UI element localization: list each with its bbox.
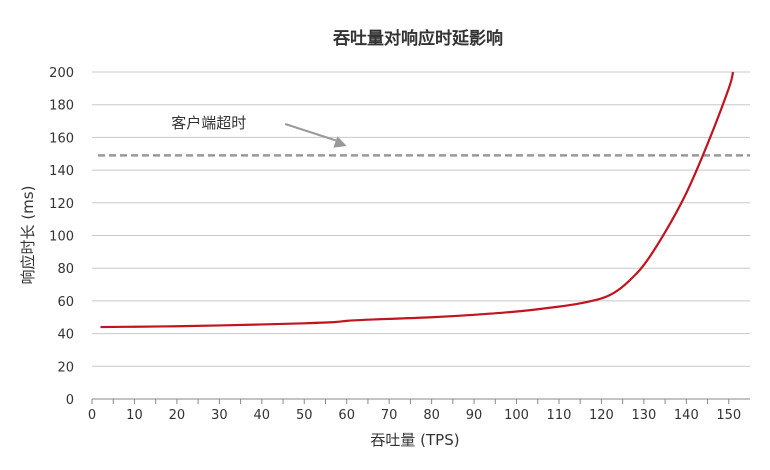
y-tick-label: 60 xyxy=(57,295,74,310)
threshold-label: 客户端超时 xyxy=(171,114,246,132)
x-tick-label: 80 xyxy=(423,408,440,423)
x-tick-label: 140 xyxy=(674,408,699,423)
y-tick-label: 100 xyxy=(49,230,74,245)
series xyxy=(100,71,735,329)
y-tick-label: 160 xyxy=(49,131,74,146)
annotation-arrow-head xyxy=(333,136,347,148)
x-tick-label: 100 xyxy=(504,408,529,423)
x-tick-label: 20 xyxy=(169,408,186,423)
x-axis-label: 吞吐量 (TPS) xyxy=(370,431,459,449)
x-tick-label: 110 xyxy=(547,408,572,423)
y-axis-label: 响应时长 (ms) xyxy=(19,186,37,285)
y-tick-label: 140 xyxy=(49,164,74,179)
x-tick-labels: 0 10 20 30 40 50 60 70 80 90 100 110 120 130 140 150 xyxy=(88,399,741,423)
x-tick-label: 40 xyxy=(254,408,271,423)
threshold: 客户端超时 xyxy=(98,114,750,157)
y-tick-label: 40 xyxy=(57,328,74,343)
x-tick-label: 10 xyxy=(126,408,143,423)
y-tick-label: 200 xyxy=(49,66,74,81)
x-tick-label: 90 xyxy=(466,408,483,423)
y-tick-label: 80 xyxy=(57,262,74,277)
x-tick-label: 70 xyxy=(381,408,398,423)
grid xyxy=(92,71,750,367)
y-tick-label: 20 xyxy=(57,360,74,375)
x-tick-label: 150 xyxy=(716,408,741,423)
x-tick-label: 120 xyxy=(589,408,614,423)
x-tick-label: 60 xyxy=(338,408,355,423)
x-tick-label: 130 xyxy=(631,408,656,423)
y-tick-label: 0 xyxy=(66,393,74,408)
x-tick-label: 30 xyxy=(211,408,228,423)
y-tick-label: 180 xyxy=(49,99,74,114)
series-line xyxy=(100,71,735,329)
annotation-arrow-line xyxy=(284,123,342,143)
x-tick-label: 0 xyxy=(88,408,96,423)
x-tick-label: 50 xyxy=(296,408,313,423)
y-tick-labels: 0 20 40 60 80 100 120 140 160 180 200 xyxy=(49,66,74,408)
chart-title: 吞吐量对响应时延影响 xyxy=(333,28,503,49)
y-tick-label: 120 xyxy=(49,197,74,212)
